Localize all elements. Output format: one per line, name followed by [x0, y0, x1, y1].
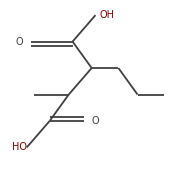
Text: OH: OH [100, 10, 114, 20]
Text: HO: HO [12, 143, 27, 152]
Text: O: O [15, 37, 23, 46]
Text: O: O [92, 116, 99, 126]
